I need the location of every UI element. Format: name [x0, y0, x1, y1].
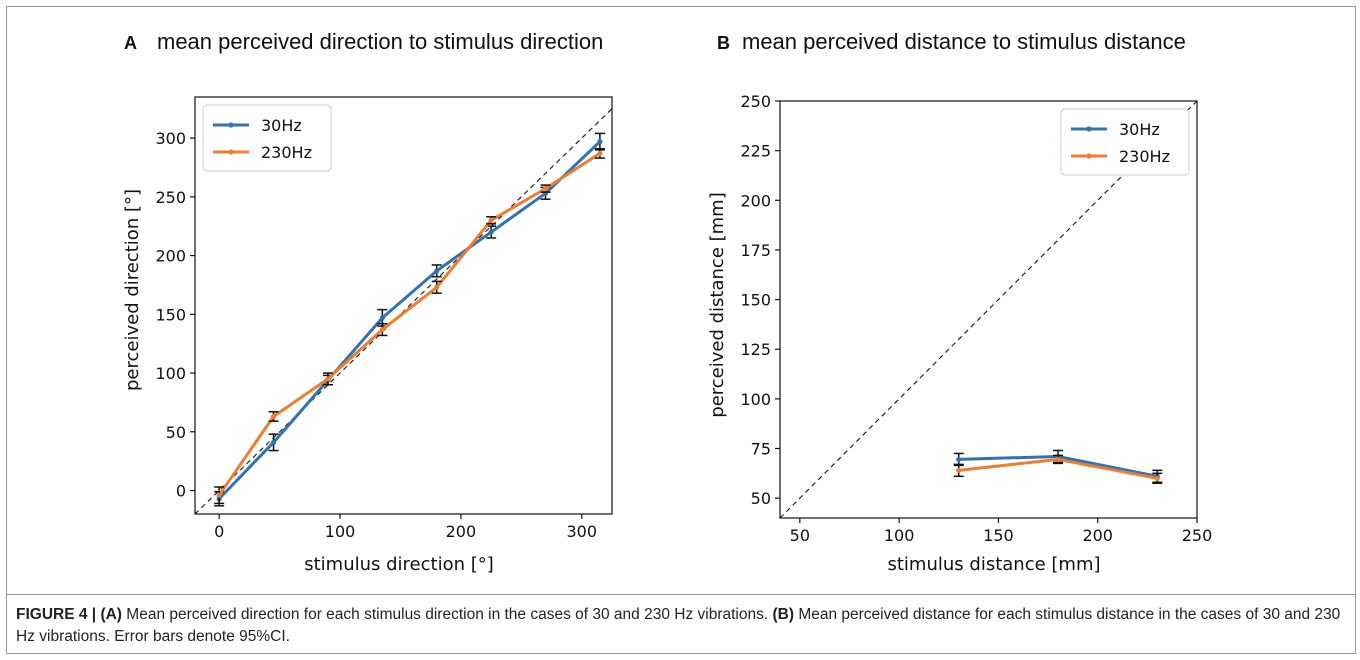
panel-a-point-0-1 — [270, 439, 277, 445]
panel-a-point-0-5 — [488, 229, 494, 235]
panel-a-point-1-3 — [379, 326, 385, 333]
panel-b-legend-marker-0 — [1086, 126, 1092, 132]
panel-b-ytick-label-8: 250 — [740, 92, 771, 111]
panel-a-legend-label-1: 230Hz — [261, 143, 312, 162]
panel-b-title: mean perceived distance to stimulus dist… — [742, 29, 1186, 54]
panel-b-ylabel: perceived distance [mm] — [707, 192, 728, 417]
panel-a-legend-marker-0 — [228, 122, 234, 128]
panel-b-letter: B — [717, 33, 730, 53]
panel-b-legend-box — [1060, 108, 1190, 176]
panel-a-ytick-label-4: 200 — [155, 247, 186, 266]
panel-b-ytick-label-2: 100 — [740, 390, 771, 409]
panel-b-point-0-0 — [956, 456, 962, 463]
panel-a-point-1-6 — [542, 186, 549, 192]
panel-b-ytick-label-0: 50 — [751, 489, 771, 508]
panel-a-ylabel: perceived direction [°] — [122, 189, 143, 391]
panel-a-xtick-label-0: 0 — [214, 522, 224, 541]
panel-a-point-1-1 — [270, 413, 277, 420]
panel-b-axes-frame — [779, 100, 1198, 519]
panel-b-ytick-label-1: 75 — [751, 440, 771, 459]
panel-b-legend-label-0: 30Hz — [1119, 120, 1160, 139]
panel-a-point-1-4 — [434, 284, 440, 290]
panel-a-xtick-label-3: 300 — [567, 522, 598, 541]
panel-b-xtick-label-0: 50 — [790, 526, 810, 545]
panel-a-ytick-label-6: 300 — [155, 129, 186, 148]
panel-a-legend-marker-1 — [228, 149, 234, 155]
panel-b-xtick-label-1: 100 — [884, 526, 915, 545]
panel-a-ytick-label-0: 0 — [176, 482, 186, 501]
panel-a-point-1-2 — [325, 376, 331, 382]
caption-a-tag: (A) — [100, 606, 122, 623]
panel-a-point-0-7 — [597, 139, 603, 145]
panel-a-point-0-3 — [379, 315, 385, 321]
panel-b-xlabel: stimulus distance [mm] — [888, 554, 1101, 575]
panel-b-xtick-label-4: 250 — [1182, 526, 1213, 545]
panel-a-title: mean perceived direction to stimulus dir… — [157, 29, 603, 54]
panel-a-xtick-label-1: 100 — [325, 522, 356, 541]
figure-svg: A mean perceived direction to stimulus d… — [122, 29, 1212, 575]
panel-a-series-line-0 — [218, 140, 601, 500]
panel-a-letter: A — [124, 33, 137, 53]
panel-b-ytick-label-5: 175 — [740, 241, 771, 260]
panel-b-point-1-2 — [1154, 475, 1160, 481]
panel-b-legend-marker-1 — [1086, 153, 1092, 159]
panel-b-xtick-label-3: 200 — [1082, 526, 1113, 545]
panel-a-chart: 0 100 200 300 0 50 100 150 200 250 300 30Hz 230Hz — [155, 96, 613, 541]
panel-a-point-1-7 — [597, 150, 603, 156]
figure-caption: FIGURE 4 | (A) Mean perceived direction … — [6, 594, 1356, 654]
panel-a-axes-frame — [194, 96, 613, 515]
panel-a-ytick-label-2: 100 — [155, 364, 186, 383]
panel-a-point-1-5 — [488, 217, 494, 223]
caption-label: FIGURE 4 | — [16, 606, 97, 623]
panel-b-point-1-1 — [1055, 456, 1061, 463]
caption-b-tag: (B) — [772, 606, 795, 623]
panel-a-ytick-label-3: 150 — [155, 305, 186, 324]
panel-a-point-0-4 — [434, 268, 440, 274]
caption-a-text: Mean perceived direction for each stimul… — [121, 606, 773, 623]
caption-b-text: Mean perceived distance for each stimulu… — [16, 606, 1341, 645]
panel-b-ytick-label-3: 125 — [740, 340, 771, 359]
panel-b-xtick-label-2: 150 — [983, 526, 1014, 545]
figure-frame — [6, 6, 1356, 654]
panel-b-chart: 50 100 150 200 250 50 75 100 125 150 175 200 225 250 3… — [740, 92, 1212, 545]
panel-a-xlabel: stimulus direction [°] — [304, 554, 494, 575]
panel-b-ytick-label-6: 200 — [740, 191, 771, 210]
panel-b-ytick-label-7: 225 — [740, 142, 771, 161]
panel-a-legend-box — [202, 104, 332, 172]
panel-b-legend-label-1: 230Hz — [1119, 147, 1170, 166]
panel-a-ytick-label-1: 50 — [166, 423, 186, 442]
panel-a-point-1-0 — [216, 492, 222, 498]
panel-b-ytick-label-4: 150 — [740, 291, 771, 310]
panel-a-legend-label-0: 30Hz — [261, 116, 302, 135]
panel-a-ytick-label-5: 250 — [155, 188, 186, 207]
panel-a-series-line-1 — [217, 152, 601, 497]
panel-b-point-1-0 — [956, 467, 962, 473]
panel-a-xtick-label-2: 200 — [446, 522, 477, 541]
